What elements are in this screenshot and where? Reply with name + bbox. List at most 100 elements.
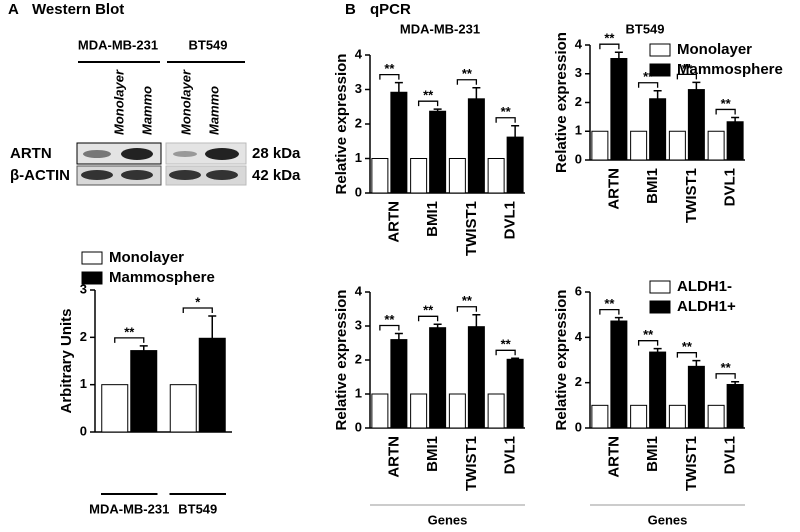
bar — [707, 404, 725, 429]
y-tick-label: 1 — [355, 150, 362, 165]
y-tick-label: 0 — [355, 419, 362, 434]
band — [173, 151, 197, 157]
cell-line-label: BT549 — [188, 37, 227, 52]
y-tick-label: 2 — [575, 374, 582, 389]
bar — [410, 158, 428, 194]
bar — [726, 383, 744, 429]
lane-label: Mammo — [139, 86, 154, 135]
x-tick-label: BMI1 — [644, 168, 661, 204]
significance-bracket — [182, 307, 213, 314]
significance-bracket — [495, 349, 516, 356]
significance-bracket — [417, 315, 439, 322]
bar — [487, 158, 505, 194]
error-bar — [731, 116, 740, 122]
legend-label: Mammosphere — [677, 61, 783, 78]
significance-label: ** — [124, 324, 135, 339]
cell-line-label: MDA-MB-231 — [78, 37, 158, 52]
significance-bracket — [599, 43, 620, 50]
x-tick-label: MDA-MB-231 — [89, 501, 169, 516]
significance-bracket — [456, 306, 478, 312]
error-bar — [433, 323, 442, 328]
y-tick-label: 4 — [355, 46, 363, 61]
chart-title: MDA-MB-231 — [400, 21, 480, 36]
x-tick-label: ARTN — [385, 201, 402, 243]
legend-label: Monolayer — [109, 249, 184, 266]
bar — [169, 384, 197, 433]
x-tick-label: TWIST1 — [683, 168, 700, 223]
significance-bracket — [379, 324, 400, 331]
error-bar — [511, 124, 520, 138]
legend-label: Mammosphere — [109, 269, 215, 286]
legend-label: ALDH1- — [677, 278, 732, 295]
significance-bracket — [637, 82, 659, 88]
bar — [726, 121, 744, 161]
significance-label: ** — [462, 293, 473, 308]
significance-bracket — [637, 340, 659, 346]
significance-bracket — [715, 108, 736, 115]
x-axis-label: Genes — [648, 512, 688, 527]
error-bar — [692, 359, 701, 367]
x-tick-label: BMI1 — [644, 436, 661, 472]
error-bar — [394, 332, 403, 340]
bar — [506, 358, 524, 429]
y-tick-label: 2 — [355, 351, 362, 366]
bar — [448, 158, 466, 194]
x-tick-label: DVL1 — [502, 201, 519, 239]
significance-bracket — [495, 117, 516, 123]
size-label: 42 kDa — [252, 167, 301, 184]
x-tick-label: BT549 — [178, 501, 217, 516]
chart-title: BT549 — [625, 21, 664, 36]
y-tick-label: 1 — [355, 385, 362, 400]
bar — [668, 130, 686, 161]
bar — [610, 320, 628, 429]
y-axis-label: Relative expression — [553, 32, 570, 173]
y-axis-label: Relative expression — [333, 290, 350, 431]
significance-label: ** — [423, 303, 434, 318]
panel-label: B — [345, 1, 356, 18]
error-bar — [614, 316, 623, 322]
significance-bracket — [715, 373, 736, 379]
error-bar — [731, 381, 740, 385]
x-axis-label: Genes — [428, 512, 468, 527]
bar — [649, 98, 667, 161]
bar — [591, 404, 609, 429]
panel-label: A — [8, 1, 19, 18]
legend-swatch — [81, 251, 103, 265]
error-bar — [472, 87, 481, 99]
y-tick-label: 4 — [575, 329, 583, 344]
bar — [101, 384, 129, 433]
y-axis-label: Arbitrary Units — [58, 308, 75, 413]
significance-label: ** — [501, 337, 512, 352]
bar — [610, 58, 628, 161]
y-tick-label: 0 — [80, 423, 87, 438]
x-tick-label: DVL1 — [502, 436, 519, 474]
x-tick-label: DVL1 — [722, 168, 739, 206]
legend-swatch — [649, 300, 671, 314]
y-tick-label: 0 — [575, 151, 582, 166]
significance-bracket — [676, 73, 698, 80]
significance-label: ** — [604, 296, 615, 311]
significance-bracket — [114, 337, 145, 343]
error-bar — [614, 51, 623, 59]
error-bar — [208, 315, 217, 339]
x-tick-label: ARTN — [385, 436, 402, 478]
bar — [487, 393, 505, 429]
significance-label: ** — [643, 327, 654, 342]
significance-label: ** — [501, 104, 512, 119]
panel-title: qPCR — [370, 1, 411, 18]
significance-label: ** — [604, 31, 615, 46]
bar — [429, 110, 447, 194]
legend-swatch — [81, 271, 103, 285]
y-tick-label: 3 — [575, 65, 582, 80]
error-bar — [653, 347, 662, 353]
bar — [448, 393, 466, 429]
y-tick-label: 2 — [575, 94, 582, 109]
y-tick-label: 0 — [355, 184, 362, 199]
bar — [429, 327, 447, 429]
bar — [687, 365, 705, 429]
bar — [707, 130, 725, 161]
y-tick-label: 4 — [355, 283, 363, 298]
x-tick-label: TWIST1 — [463, 436, 480, 491]
significance-bracket — [676, 352, 698, 358]
x-tick-label: DVL1 — [722, 436, 739, 474]
